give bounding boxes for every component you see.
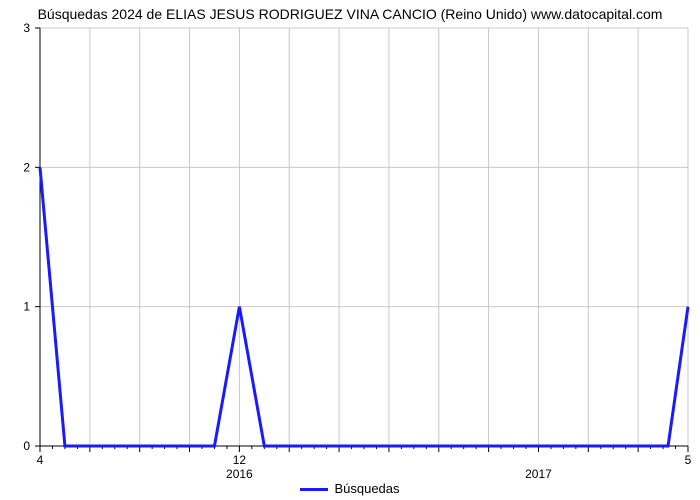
svg-text:4: 4	[37, 453, 44, 467]
chart-plot: 0123412520162017	[0, 0, 700, 494]
legend-label: Búsquedas	[334, 481, 399, 496]
svg-text:12: 12	[233, 453, 247, 467]
svg-text:3: 3	[23, 21, 30, 35]
svg-text:0: 0	[23, 439, 30, 453]
svg-text:5: 5	[685, 453, 692, 467]
svg-text:1: 1	[23, 300, 30, 314]
svg-text:2: 2	[23, 160, 30, 174]
legend-swatch	[300, 488, 328, 491]
svg-text:2017: 2017	[525, 467, 552, 481]
svg-text:2016: 2016	[226, 467, 253, 481]
chart-legend: Búsquedas	[0, 481, 700, 496]
